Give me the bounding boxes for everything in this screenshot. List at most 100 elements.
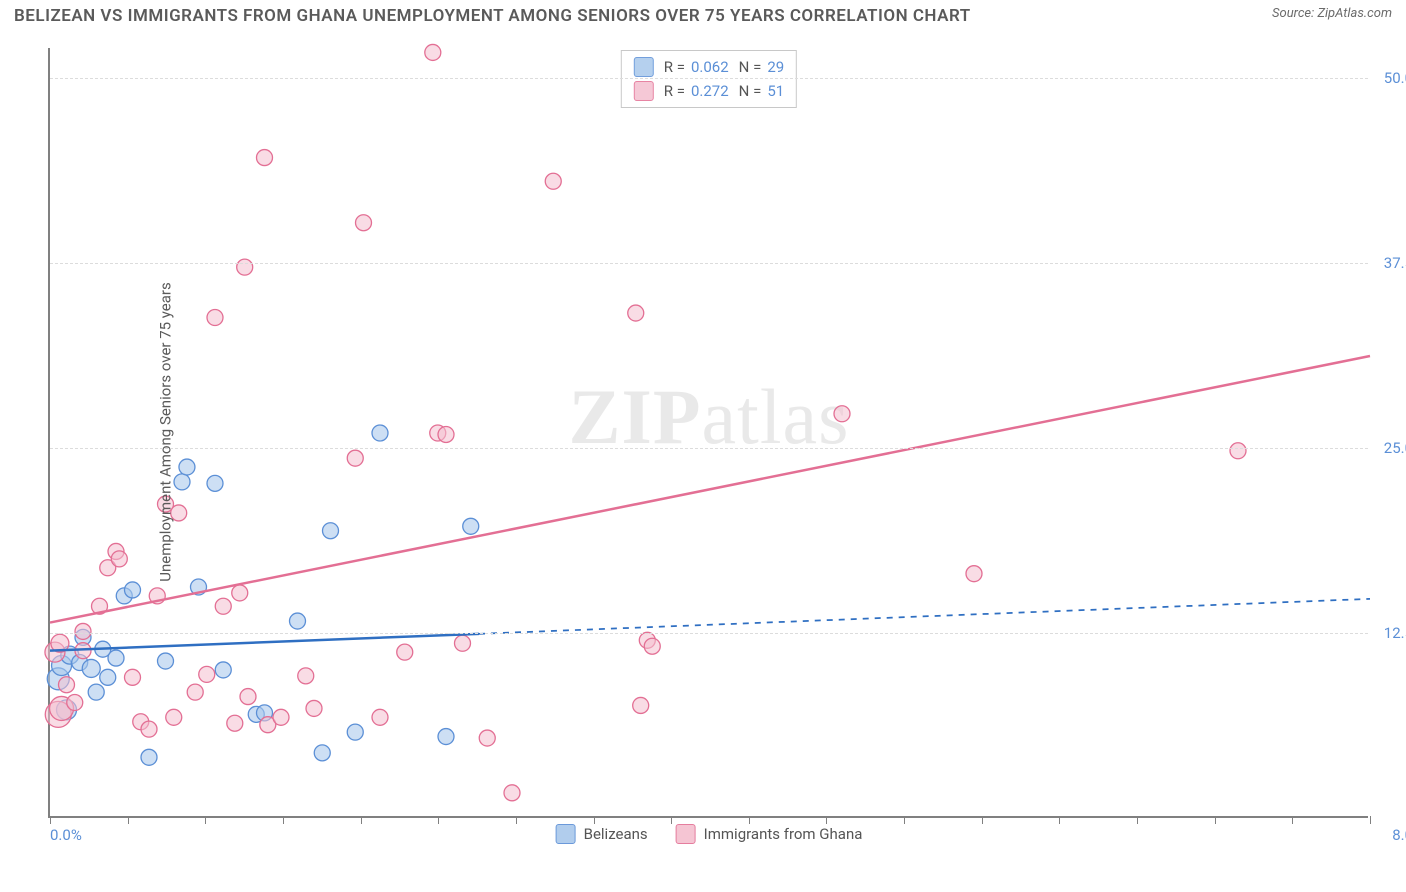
x-tick [1059,816,1060,824]
x-tick [1215,816,1216,824]
data-point [290,613,306,629]
data-point [67,695,83,711]
data-point [1230,443,1246,459]
data-point [347,724,363,740]
data-point [438,426,454,442]
chart-header: BELIZEAN VS IMMIGRANTS FROM GHANA UNEMPL… [0,0,1406,26]
x-tick [904,816,905,824]
correlation-legend: R = 0.062 N = 29 R = 0.272 N = 51 [621,50,797,108]
data-point [82,659,100,677]
chart-svg [50,48,1368,816]
data-point [372,709,388,725]
legend-r: R = 0.062 [664,58,729,76]
legend-n: N = 51 [739,82,785,100]
x-min-label: 0.0% [50,826,82,844]
regression-line [50,356,1370,623]
data-point [323,523,339,539]
x-tick [283,816,284,824]
series-label: Immigrants from Ghana [704,825,863,843]
plot-container: ZIPatlas R = 0.062N = 29R = 0.272N = 51 … [48,48,1392,848]
chart-title: BELIZEAN VS IMMIGRANTS FROM GHANA UNEMPL… [14,6,971,26]
data-point [425,44,441,60]
data-point [372,425,388,441]
correlation-legend-row: R = 0.272 N = 51 [634,79,784,103]
plot-area: ZIPatlas R = 0.062N = 29R = 0.272N = 51 … [48,48,1368,818]
x-tick [438,816,439,824]
x-tick [1370,816,1371,824]
regression-line [50,634,479,651]
x-tick [1292,816,1293,824]
data-point [257,150,273,166]
data-point [75,623,91,639]
data-point [179,459,195,475]
data-point [273,709,289,725]
data-point [125,582,141,598]
data-point [187,684,203,700]
legend-swatch [676,824,696,844]
data-point [298,668,314,684]
x-tick [982,816,983,824]
series-label: Belizeans [584,825,648,843]
x-tick [826,816,827,824]
y-tick-label: 12.5% [1384,624,1406,642]
data-point [207,475,223,491]
x-max-label: 8.0% [1392,826,1406,844]
data-point [306,700,322,716]
legend-n: N = 29 [739,58,785,76]
data-point [215,598,231,614]
data-point [644,638,660,654]
x-tick [1137,816,1138,824]
data-point [504,785,520,801]
data-point [397,644,413,660]
regression-line-extrapolated [479,599,1370,634]
series-legend: Belizeans Immigrants from Ghana [556,824,863,844]
series-legend-item: Immigrants from Ghana [676,824,863,844]
data-point [141,749,157,765]
x-tick [128,816,129,824]
y-tick-label: 37.5% [1384,254,1406,272]
grid-line [50,448,1368,449]
data-point [438,729,454,745]
legend-swatch [634,57,654,77]
data-point [240,689,256,705]
x-tick [749,816,750,824]
x-tick [205,816,206,824]
data-point [88,684,104,700]
data-point [232,585,248,601]
x-tick [361,816,362,824]
data-point [356,215,372,231]
data-point [628,305,644,321]
data-point [158,653,174,669]
data-point [545,173,561,189]
data-point [834,406,850,422]
legend-swatch [556,824,576,844]
y-tick-label: 25.0% [1384,439,1406,457]
y-tick-label: 50.0% [1384,69,1406,87]
source-prefix: Source: [1272,6,1317,21]
data-point [111,551,127,567]
x-tick [50,816,51,824]
data-point [227,715,243,731]
data-point [108,650,124,666]
y-axis-label: Unemployment Among Seniors over 75 years [157,282,175,581]
data-point [199,666,215,682]
data-point [59,677,75,693]
series-legend-item: Belizeans [556,824,648,844]
data-point [463,518,479,534]
data-point [215,662,231,678]
x-tick [594,816,595,824]
grid-line [50,263,1368,264]
data-point [347,450,363,466]
chart-source: Source: ZipAtlas.com [1272,6,1392,21]
data-point [100,669,116,685]
x-tick [671,816,672,824]
data-point [966,566,982,582]
legend-swatch [634,81,654,101]
data-point [237,259,253,275]
data-point [479,730,495,746]
data-point [174,474,190,490]
source-name: ZipAtlas.com [1317,6,1392,21]
data-point [633,697,649,713]
correlation-legend-row: R = 0.062 N = 29 [634,55,784,79]
legend-r: R = 0.272 [664,82,729,100]
